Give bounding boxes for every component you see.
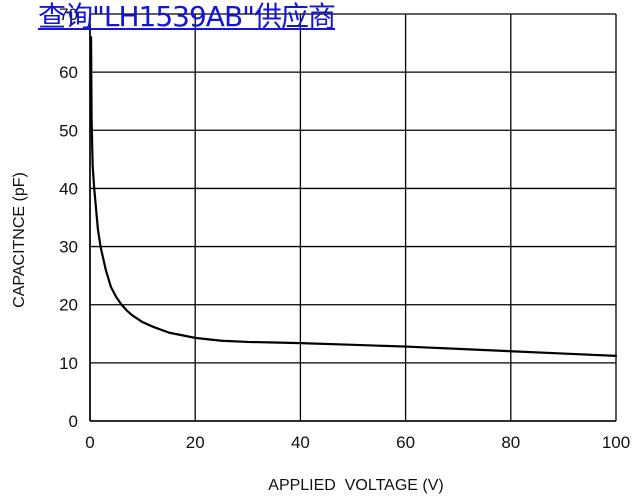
y-tick-label: 30 bbox=[59, 238, 78, 257]
x-tick-label: 0 bbox=[85, 433, 94, 452]
x-tick-label: 40 bbox=[291, 433, 310, 452]
series-line-0 bbox=[89, 36, 618, 357]
y-tick-label: 20 bbox=[59, 296, 78, 315]
y-tick-label: 70 bbox=[59, 5, 78, 24]
y-axis-label: CAPACITNCE (pF) bbox=[11, 172, 28, 308]
x-tick-labels: 0 20 40 60 80 100 bbox=[85, 433, 630, 452]
series-group bbox=[89, 36, 618, 357]
grid-lines bbox=[89, 13, 617, 422]
y-tick-label: 10 bbox=[59, 354, 78, 373]
supplier-search-link[interactable]: 查询"LH1539AB"供应商 bbox=[38, 0, 336, 33]
x-axis-label: APPLIED VOLTAGE (V) bbox=[268, 477, 443, 494]
y-tick-label: 40 bbox=[59, 179, 78, 198]
x-tick-label: 80 bbox=[501, 433, 520, 452]
x-tick-label: 100 bbox=[602, 433, 630, 452]
y-tick-label: 60 bbox=[59, 63, 78, 82]
y-tick-labels: 0 10 20 30 40 50 60 70 bbox=[59, 5, 78, 431]
y-tick-label: 0 bbox=[69, 412, 78, 431]
plot-frame bbox=[89, 14, 616, 422]
x-tick-label: 60 bbox=[396, 433, 415, 452]
x-tick-label: 20 bbox=[186, 433, 205, 452]
y-tick-label: 50 bbox=[59, 121, 78, 140]
